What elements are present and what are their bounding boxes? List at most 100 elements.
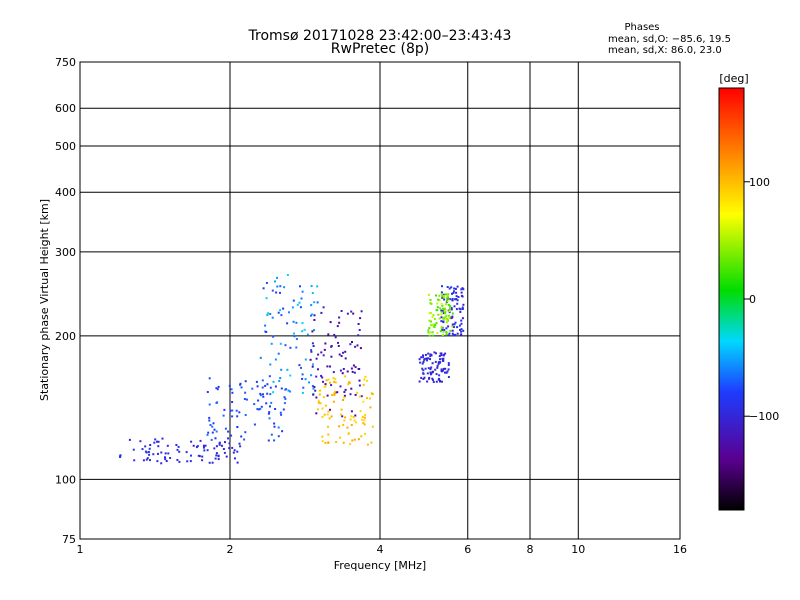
- data-point: [429, 368, 432, 371]
- data-point: [344, 357, 347, 360]
- x-tick-label: 16: [673, 543, 687, 556]
- data-point: [366, 397, 368, 400]
- data-point: [349, 418, 352, 421]
- data-point: [330, 355, 333, 358]
- data-point: [312, 345, 315, 347]
- data-point: [449, 305, 452, 308]
- y-axis-label: Stationary phase Virtual Height [km]: [38, 199, 51, 401]
- data-point: [436, 366, 439, 369]
- data-point: [358, 368, 361, 370]
- data-point: [279, 377, 282, 380]
- data-point: [460, 291, 463, 294]
- data-point: [284, 344, 287, 347]
- data-point: [437, 362, 440, 365]
- data-point: [328, 417, 331, 420]
- data-point: [309, 358, 312, 361]
- data-point: [176, 459, 179, 461]
- data-point: [344, 350, 347, 353]
- data-point: [427, 357, 430, 360]
- data-point: [434, 360, 437, 363]
- data-point: [422, 354, 424, 357]
- data-point: [313, 301, 316, 304]
- data-point: [449, 329, 452, 332]
- data-point: [438, 374, 441, 377]
- data-point: [337, 341, 339, 344]
- data-point: [277, 311, 280, 314]
- data-point: [439, 330, 442, 333]
- data-point: [432, 314, 435, 317]
- data-point: [437, 313, 440, 316]
- data-point: [338, 316, 341, 319]
- data-point: [231, 415, 234, 418]
- data-point: [212, 422, 215, 425]
- data-point: [355, 421, 358, 424]
- y-tick-label: 400: [55, 186, 76, 199]
- data-point: [438, 317, 441, 320]
- data-point: [441, 310, 444, 313]
- data-point: [349, 343, 352, 346]
- data-point: [280, 413, 283, 416]
- data-point: [454, 333, 457, 336]
- data-point: [322, 306, 325, 309]
- data-point: [446, 295, 449, 298]
- data-point: [175, 444, 178, 446]
- data-point: [438, 361, 441, 364]
- data-point: [455, 308, 458, 311]
- data-point: [334, 378, 337, 381]
- data-point: [144, 445, 147, 448]
- data-point: [204, 444, 207, 447]
- data-point: [429, 299, 432, 301]
- data-point: [222, 448, 225, 450]
- data-point: [442, 296, 445, 299]
- data-point: [424, 367, 427, 370]
- data-point: [440, 311, 443, 314]
- data-point: [279, 411, 282, 414]
- data-point: [153, 441, 156, 444]
- data-point: [315, 396, 318, 399]
- x-axis-ticks: 1 2 4 6 8 10 16: [77, 543, 688, 556]
- data-point: [244, 431, 247, 434]
- data-point: [360, 310, 363, 313]
- data-point: [363, 419, 366, 422]
- data-point: [461, 317, 464, 320]
- data-point: [223, 451, 226, 454]
- data-point: [157, 445, 160, 448]
- data-point: [240, 435, 243, 438]
- data-point: [214, 437, 217, 440]
- data-point: [356, 344, 359, 347]
- data-point: [445, 331, 448, 334]
- plot-frame: [79, 61, 681, 540]
- data-point: [460, 294, 463, 297]
- data-point: [311, 365, 314, 368]
- data-point: [343, 419, 346, 422]
- data-point: [342, 423, 345, 426]
- data-point: [202, 444, 205, 447]
- data-point: [239, 445, 242, 448]
- data-point: [444, 367, 447, 370]
- data-point: [461, 307, 464, 310]
- data-point: [157, 440, 160, 443]
- data-point: [428, 334, 431, 337]
- data-point: [279, 309, 282, 312]
- data-point: [203, 449, 206, 452]
- colorbar: [718, 87, 745, 511]
- data-point: [430, 366, 433, 369]
- data-point: [145, 458, 148, 461]
- x-tick-label: 2: [227, 543, 234, 556]
- data-point: [347, 432, 350, 435]
- data-point: [440, 309, 443, 312]
- data-point: [447, 362, 450, 365]
- data-point: [320, 374, 323, 377]
- data-point: [272, 380, 275, 383]
- data-point: [266, 383, 269, 386]
- data-point: [370, 441, 373, 444]
- data-point: [336, 391, 339, 394]
- data-point: [292, 299, 295, 302]
- data-point: [279, 291, 281, 294]
- data-point: [442, 320, 445, 323]
- data-point: [271, 289, 274, 292]
- data-point: [450, 308, 453, 311]
- data-point: [447, 298, 450, 301]
- data-point: [203, 446, 205, 449]
- data-point: [236, 426, 239, 428]
